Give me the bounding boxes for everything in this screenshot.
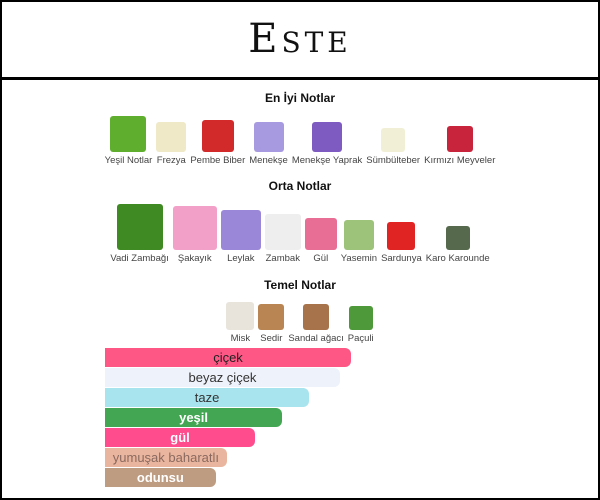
note-image [446, 126, 473, 152]
note-image [381, 128, 406, 152]
note-label: Zambak [265, 253, 300, 264]
base-notes-heading: Temel Notlar [264, 278, 336, 292]
top-notes-row: Yeşil Notlar Frezya Pembe Biber Menekşe Mene… [0, 116, 600, 166]
note-image [304, 218, 337, 250]
brand-title: Este [248, 15, 352, 62]
note-label: Frezya [156, 155, 186, 166]
note-item[interactable]: Yasemin [341, 220, 377, 264]
note-label: Menekşe Yaprak [291, 155, 363, 166]
note-label: Pembe Biber [190, 155, 246, 166]
note-label: Yasemin [340, 253, 378, 264]
note-item[interactable]: Gül [304, 218, 337, 264]
note-label: Sardunya [381, 253, 422, 264]
note-label: Sandal ağacı [288, 333, 344, 344]
note-item[interactable]: Pembe Biber [190, 120, 245, 166]
note-image [253, 122, 284, 152]
accord-bars: çiçek beyaz çiçek taze yeşil gül yumuşak baha… [105, 348, 351, 488]
middle-notes-row: Vadi Zambağı Şakayık Leylak Zambak Gül Yasemi… [0, 204, 600, 264]
note-item[interactable]: Sedir [258, 304, 285, 344]
note-image [226, 302, 255, 330]
note-item[interactable]: Frezya [156, 122, 187, 166]
note-item[interactable]: Leylak [220, 210, 261, 264]
note-image [116, 204, 163, 250]
note-label: Sedir [260, 333, 283, 344]
note-image [343, 220, 374, 250]
note-image [258, 304, 285, 330]
note-image [264, 214, 301, 250]
note-label: Menekşe [249, 155, 288, 166]
middle-notes-heading: Orta Notlar [268, 179, 332, 193]
header: Este [0, 0, 600, 80]
accord-bar: taze [105, 388, 310, 407]
accord-bar: odunsu [105, 468, 216, 487]
note-image [220, 210, 261, 250]
note-label: Leylak [227, 253, 255, 264]
note-item[interactable]: Sümbülteber [366, 128, 420, 166]
base-notes-row: Misk Sedir Sandal ağacı Paçuli [0, 302, 600, 344]
accord-bar: beyaz çiçek [105, 368, 340, 387]
note-label: Vadi Zambağı [110, 253, 169, 264]
note-image [348, 306, 373, 330]
note-label: Karo Karounde [425, 253, 490, 264]
note-image [445, 226, 470, 250]
accord-bar: çiçek [105, 348, 351, 367]
top-notes-heading: En İyi Notlar [264, 91, 335, 105]
note-item[interactable]: Menekşe [249, 122, 288, 166]
note-item[interactable]: Paçuli [348, 306, 374, 344]
note-item[interactable]: Karo Karounde [426, 226, 490, 264]
note-item[interactable]: Kırmızı Meyveler [424, 126, 495, 166]
note-label: Paçuli [347, 333, 374, 344]
note-label: Kırmızı Meyveler [424, 155, 496, 166]
note-item[interactable]: Yeşil Notlar [104, 116, 153, 166]
note-item[interactable]: Menekşe Yaprak [292, 122, 362, 166]
note-image [156, 122, 187, 152]
note-image [110, 116, 147, 152]
note-image [172, 206, 217, 250]
note-label: Misk [230, 333, 251, 344]
note-item[interactable]: Zambak [264, 214, 301, 264]
note-item[interactable]: Misk [226, 302, 255, 344]
note-label: Yeşil Notlar [104, 155, 153, 166]
note-label: Gül [313, 253, 329, 264]
note-image [201, 120, 234, 152]
note-image [303, 304, 330, 330]
note-label: Sümbülteber [366, 155, 421, 166]
note-item[interactable]: Vadi Zambağı [110, 204, 169, 264]
note-item[interactable]: Şakayık [172, 206, 217, 264]
note-item[interactable]: Sardunya [381, 222, 422, 264]
note-image [312, 122, 343, 152]
accord-bar: yumuşak baharatlı [105, 448, 227, 467]
note-item[interactable]: Sandal ağacı [288, 304, 344, 344]
note-image [387, 222, 416, 250]
accord-bar: gül [105, 428, 256, 447]
accord-bar: yeşil [105, 408, 283, 427]
note-label: Şakayık [177, 253, 212, 264]
